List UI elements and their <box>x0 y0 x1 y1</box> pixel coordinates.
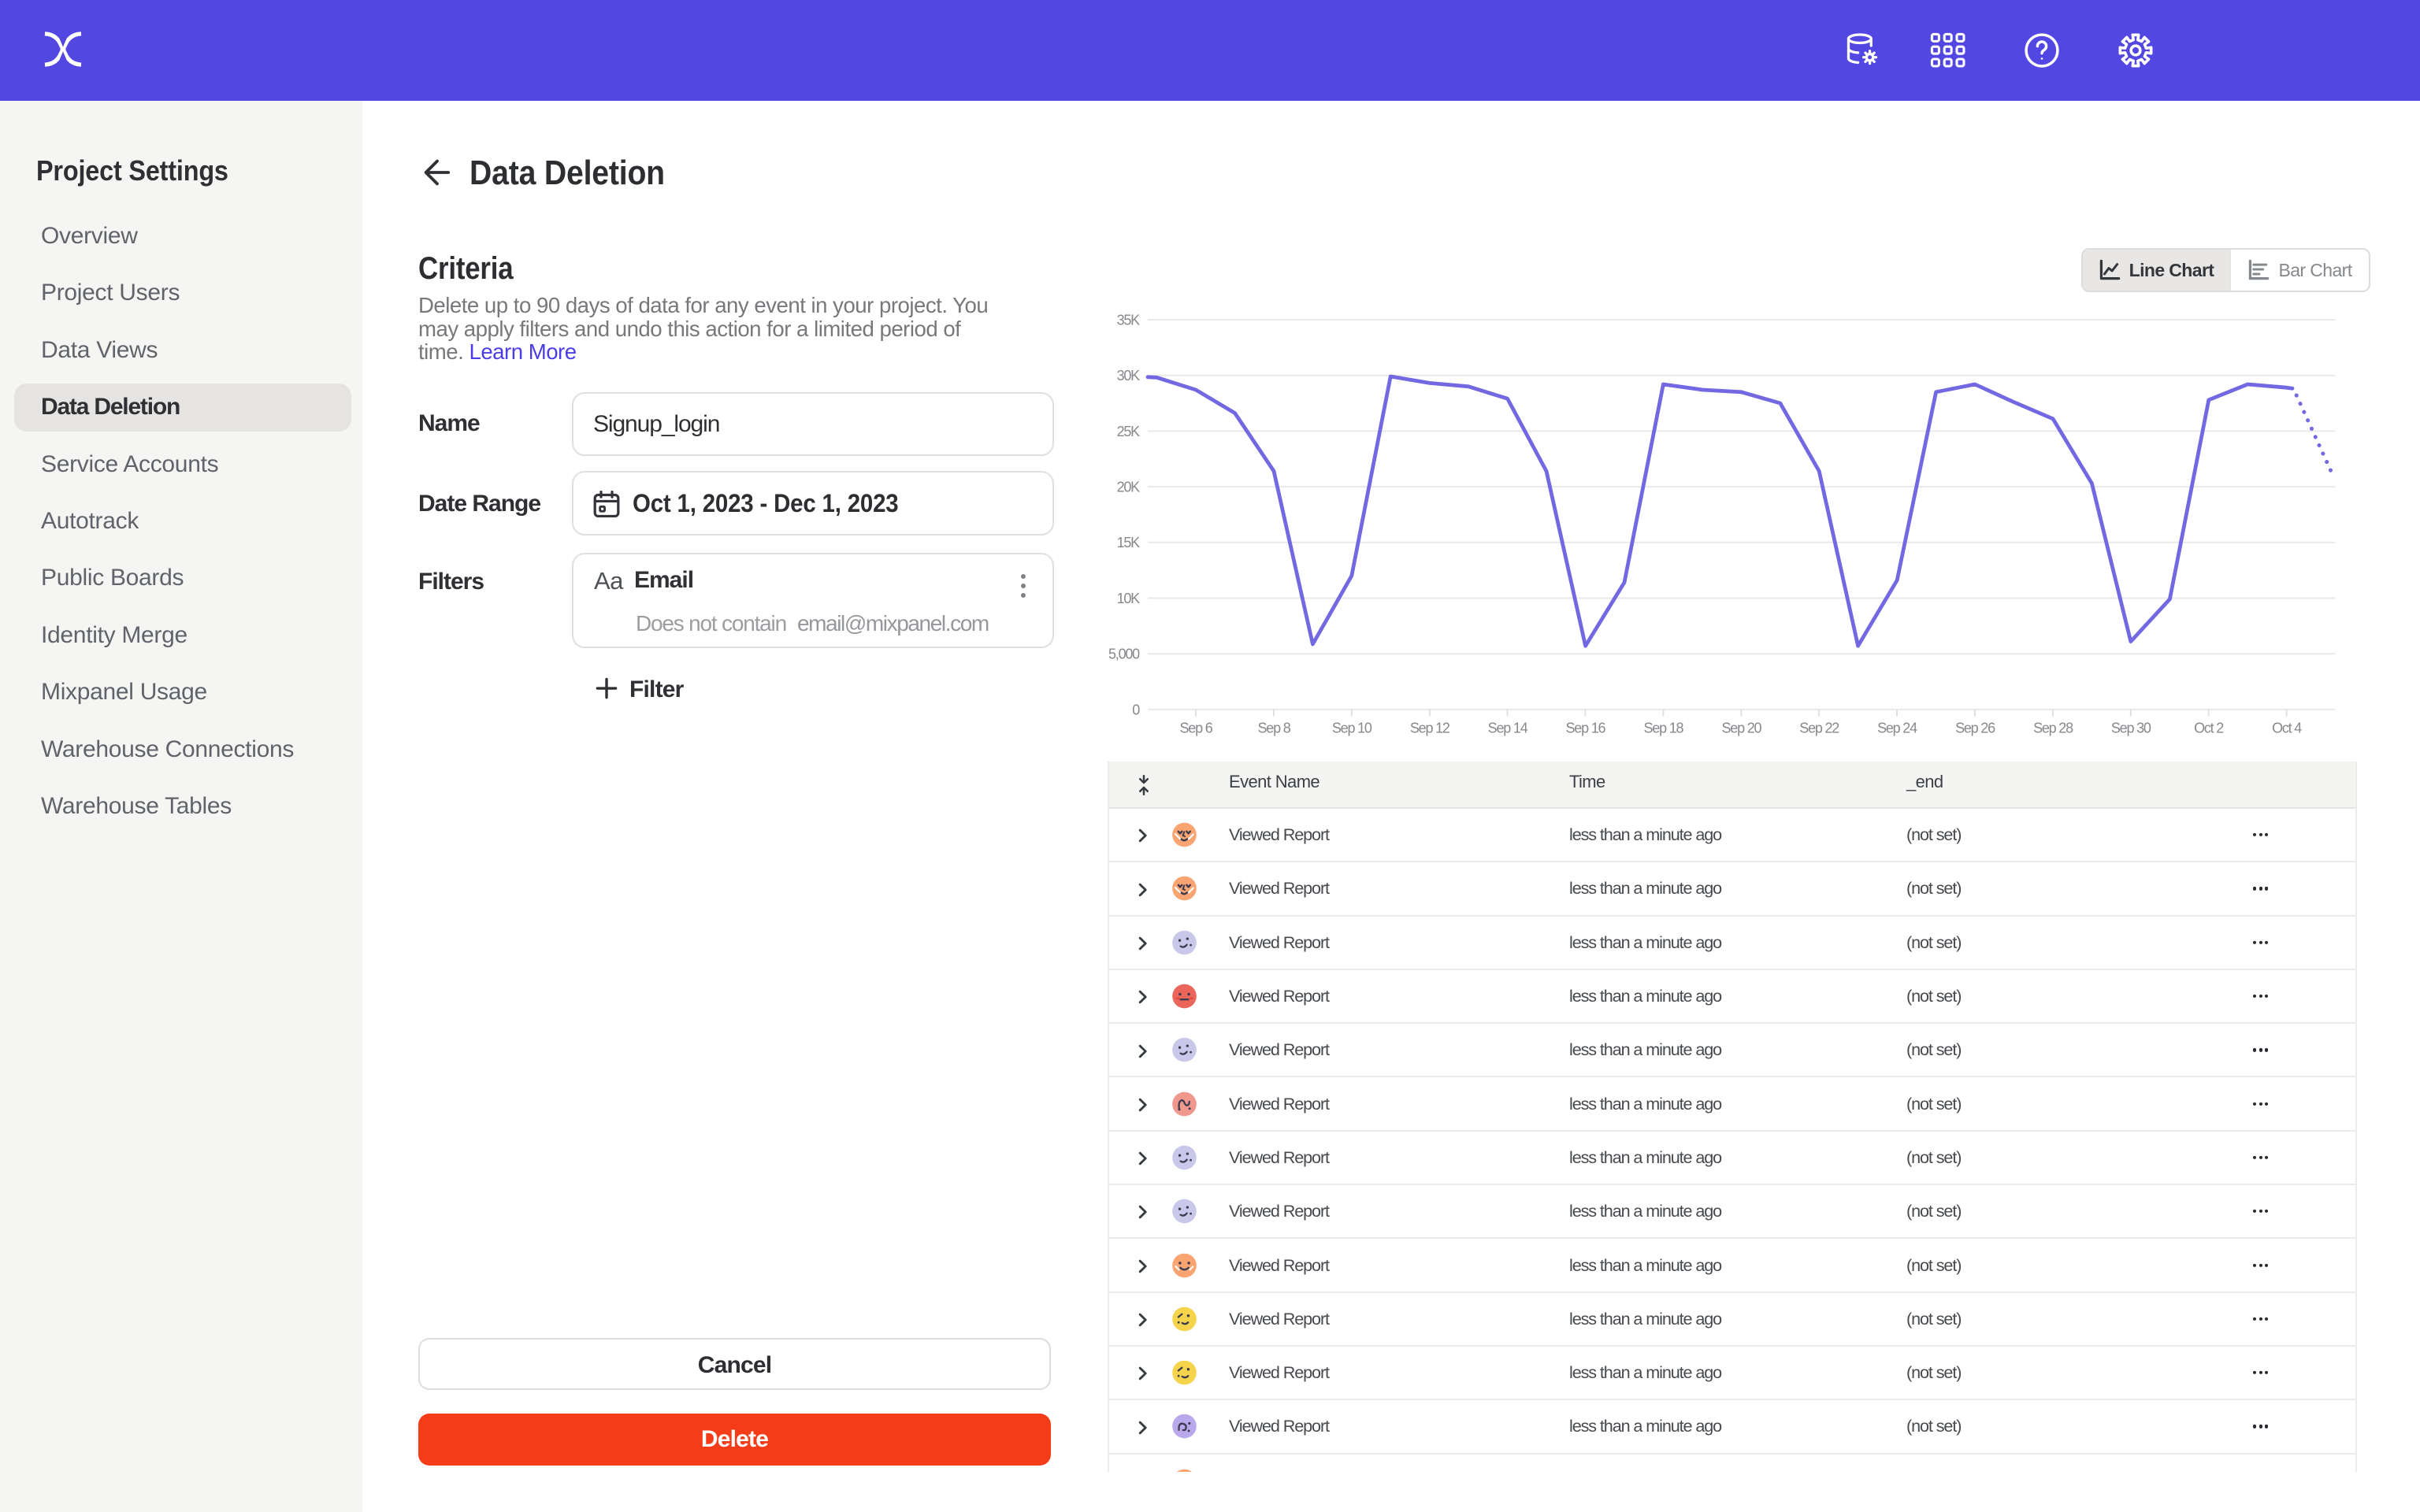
svg-text:10K: 10K <box>1117 591 1141 606</box>
svg-text:0: 0 <box>1132 702 1140 717</box>
svg-text:Oct 4: Oct 4 <box>2272 721 2302 736</box>
svg-text:30K: 30K <box>1117 368 1141 384</box>
svg-text:Sep 18: Sep 18 <box>1643 721 1683 736</box>
svg-text:Sep 16: Sep 16 <box>1565 721 1605 736</box>
svg-text:15K: 15K <box>1117 535 1141 550</box>
svg-text:Sep 28: Sep 28 <box>2033 721 2073 736</box>
svg-text:Sep 10: Sep 10 <box>1332 721 1372 736</box>
svg-text:Sep 14: Sep 14 <box>1488 721 1528 736</box>
svg-text:Sep 20: Sep 20 <box>1721 721 1761 736</box>
svg-text:35K: 35K <box>1117 312 1141 328</box>
svg-text:20K: 20K <box>1117 480 1141 495</box>
svg-text:Oct 2: Oct 2 <box>2194 721 2224 736</box>
svg-text:Sep 30: Sep 30 <box>2111 721 2151 736</box>
svg-text:25K: 25K <box>1117 424 1141 439</box>
svg-text:5,000: 5,000 <box>1108 647 1140 662</box>
svg-text:Sep 22: Sep 22 <box>1799 721 1839 736</box>
svg-text:Sep 12: Sep 12 <box>1410 721 1450 736</box>
svg-text:Sep 26: Sep 26 <box>1955 721 1995 736</box>
svg-text:Sep 24: Sep 24 <box>1877 721 1917 736</box>
svg-text:Sep 6: Sep 6 <box>1179 721 1212 736</box>
svg-text:Sep 8: Sep 8 <box>1257 721 1290 736</box>
